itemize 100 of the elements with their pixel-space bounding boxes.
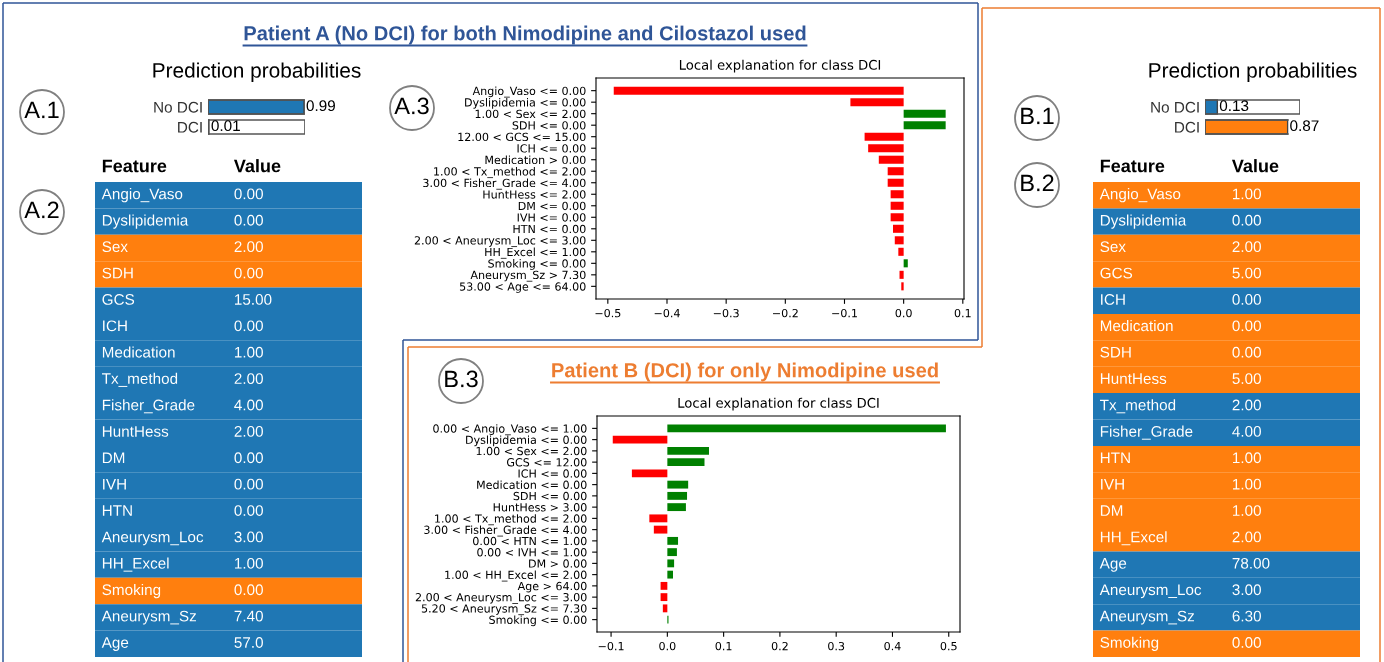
category-label: HTN: [1100, 452, 1130, 464]
category-label: Age: [101, 637, 129, 651]
y-tick-label: 2.00 < Aneurysm_Loc <= 3.00: [414, 236, 586, 248]
data-label: 0.99: [306, 100, 335, 112]
category-label: Dyslipidemia: [102, 214, 189, 229]
category-label: Fisher_Grade: [102, 399, 195, 414]
data-label: 0.87: [1290, 120, 1319, 132]
chart-subtitle: Patient A (No DCI) for both Nimodipine and Cilostazol used: [244, 25, 806, 45]
y-tick-label: 0.00 < HTN <= 1.00: [473, 536, 587, 546]
chart-title: Prediction probabilities: [153, 62, 361, 82]
y-tick-label: 0.00 < Angio_Vaso <= 1.00: [433, 424, 587, 436]
y-tick-label: HuntHess > 3.00: [493, 503, 587, 512]
text: 2.00: [234, 241, 263, 253]
text: 1.00: [1233, 505, 1261, 516]
category-label: Sex: [102, 241, 128, 253]
x-tick-label: −0.4: [654, 308, 680, 318]
category-label: ICH: [103, 320, 127, 332]
category-label: DM: [1100, 505, 1123, 516]
text: A.2: [24, 201, 59, 219]
y-tick-label: HTN <= 0.00: [513, 224, 586, 234]
y-tick-label: Smoking <= 0.00: [489, 615, 587, 627]
text: 1.00: [1233, 452, 1261, 464]
text: 57.0: [234, 637, 263, 648]
text: 1.00: [1233, 188, 1261, 200]
category-label: ICH: [1101, 294, 1125, 305]
chart-title: Local explanation for class DCI: [678, 397, 879, 411]
x-tick-label: 0.3: [828, 641, 845, 651]
chart-subtitle: Patient B (DCI) for only Nimodipine used: [552, 362, 938, 382]
y-tick-label: 53.00 < Age <= 64.00: [459, 282, 586, 293]
category-label: SDH: [102, 267, 133, 279]
category-label: Smoking: [1100, 636, 1159, 651]
y-tick-label: Age > 64.00: [517, 581, 587, 593]
category-label: Aneurysm_Loc: [1099, 584, 1202, 599]
text: 5.00: [1232, 373, 1261, 385]
chart-title: Prediction probabilities: [1149, 62, 1357, 82]
text: Value: [1231, 159, 1279, 173]
text: B.2: [1021, 174, 1054, 192]
category-label: Fisher_Grade: [1100, 425, 1193, 440]
x-tick-label: −0.1: [598, 641, 624, 651]
y-tick-label: DCI: [1175, 121, 1199, 133]
y-tick-label: Angio_Vaso <= 0.00: [472, 86, 586, 98]
data-label: 0.13: [1219, 100, 1249, 112]
y-tick-label: SDH <= 0.00: [512, 121, 586, 130]
y-tick-label: 1.00 < Tx_method <= 2.00: [435, 514, 587, 526]
text: 0.00: [234, 188, 263, 200]
y-tick-label: ICH <= 0.00: [518, 469, 587, 478]
text: 2.00: [234, 425, 263, 437]
text: 2.00: [1232, 531, 1261, 543]
text: 5.00: [1232, 267, 1261, 279]
category-label: Age: [1099, 558, 1127, 572]
text: 0.00: [234, 452, 263, 464]
y-tick-label: DCI: [178, 121, 202, 133]
y-tick-label: HH_Excel <= 1.00: [485, 247, 586, 259]
text: 0.00: [234, 478, 263, 490]
category-label: HTN: [102, 505, 132, 516]
category-label: Angio_Vaso: [101, 188, 183, 203]
text: B.3: [445, 370, 478, 388]
category-label: Medication: [102, 346, 175, 358]
x-tick-label: 0.2: [771, 641, 788, 651]
category-label: Aneurysm_Sz: [1099, 610, 1195, 625]
y-tick-label: Dyslipidemia <= 0.00: [466, 435, 587, 447]
text: B.1: [1021, 107, 1054, 125]
y-tick-label: 1.00 < Sex <= 2.00: [476, 446, 587, 456]
x-tick-label: 0.0: [659, 641, 676, 651]
category-label: HuntHess: [102, 426, 169, 437]
text: 0.00: [1232, 637, 1261, 648]
text: 0.00: [1232, 346, 1261, 358]
y-tick-label: DM > 0.00: [529, 559, 587, 568]
text: 0.00: [1232, 320, 1261, 332]
text: 7.40: [234, 610, 263, 622]
x-tick-label: 0.4: [884, 641, 901, 651]
y-tick-label: DM <= 0.00: [518, 201, 586, 211]
y-tick-label: Aneurysm_Sz > 7.30: [470, 270, 586, 282]
x-tick-label: −0.5: [595, 308, 621, 318]
y-tick-label: 5.20 < Aneurysm_Sz <= 7.30: [421, 604, 587, 616]
text: 4.00: [234, 399, 263, 411]
text: 1.00: [1233, 478, 1261, 490]
text: 1.00: [235, 557, 263, 569]
y-tick-label: 3.00 < Fisher_Grade <= 4.00: [423, 178, 586, 190]
y-tick-label: No DCI: [1151, 101, 1199, 113]
category-label: HuntHess: [1100, 373, 1167, 385]
text: 0.00: [234, 320, 263, 332]
y-tick-label: No DCI: [154, 101, 202, 113]
chart-title: Local explanation for class DCI: [679, 59, 881, 73]
y-tick-label: SDH <= 0.00: [513, 491, 587, 501]
text: Feature: [102, 159, 167, 173]
text: 2.00: [234, 373, 263, 385]
data-label: 0.01: [211, 120, 240, 132]
y-tick-label: GCS <= 12.00: [506, 458, 587, 467]
text: 15.00: [235, 294, 272, 305]
text: 1.00: [235, 346, 263, 358]
x-tick-label: 0.5: [940, 641, 957, 651]
category-label: Aneurysm_Sz: [101, 610, 197, 625]
category-label: HH_Excel: [102, 557, 169, 572]
category-label: Tx_method: [102, 372, 178, 387]
y-tick-label: Dyslipidemia <= 0.00: [465, 97, 586, 109]
text: 3.00: [1232, 584, 1261, 596]
category-label: Dyslipidemia: [1100, 214, 1187, 229]
y-tick-label: IVH <= 0.00: [517, 213, 586, 222]
category-label: Sex: [1100, 241, 1126, 253]
